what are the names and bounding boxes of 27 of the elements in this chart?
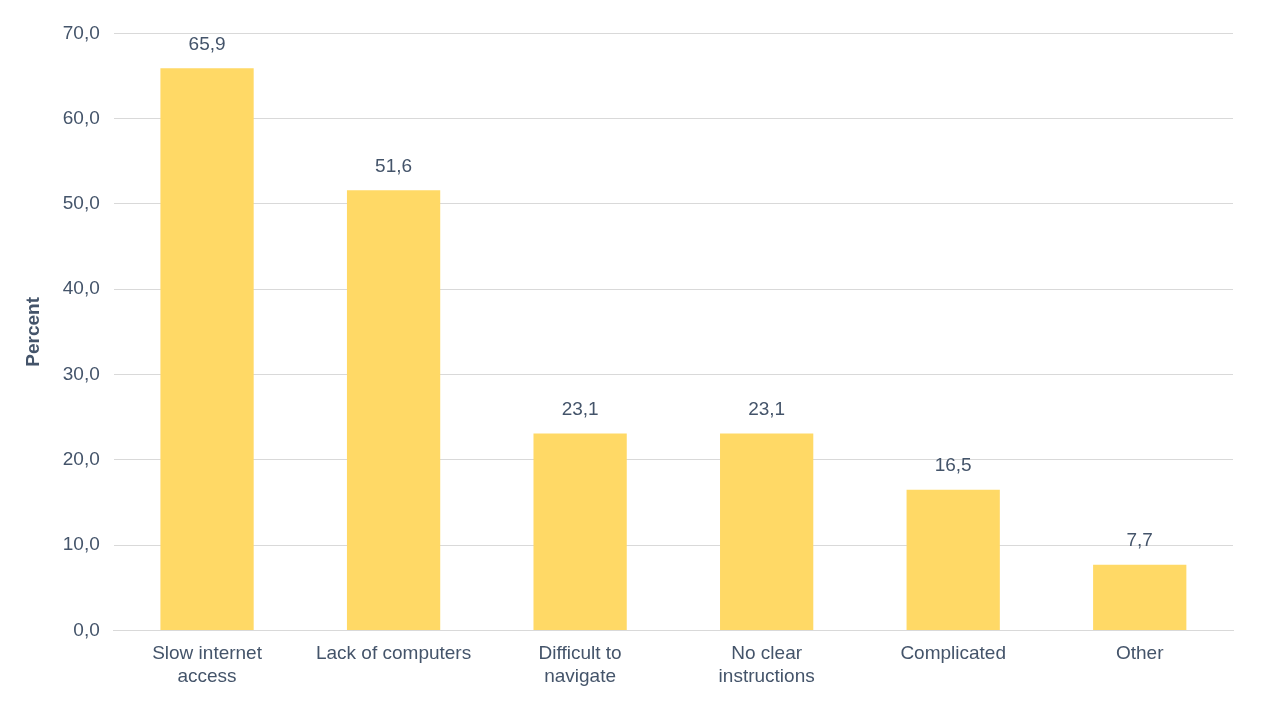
- bar: [533, 433, 627, 630]
- y-tick-label: 60,0: [62, 106, 100, 128]
- data-label: 51,6: [375, 155, 413, 177]
- y-axis-title: Percent: [21, 296, 43, 367]
- x-tick-label: Slow internet access: [152, 642, 263, 686]
- data-label: 23,1: [748, 398, 786, 420]
- data-label: 16,5: [934, 454, 972, 476]
- y-tick-label: 20,0: [62, 448, 100, 470]
- data-label: 7,7: [1126, 529, 1153, 551]
- x-tick-label: Other: [1115, 642, 1165, 664]
- y-tick-label: 70,0: [62, 21, 100, 43]
- y-tick-label: 50,0: [62, 192, 100, 214]
- x-tick-label: Difficult to navigate: [538, 642, 622, 686]
- y-tick-label: 10,0: [62, 533, 100, 555]
- bar: [720, 433, 814, 630]
- bar: [1093, 564, 1187, 630]
- x-tick-label: Complicated: [900, 642, 1006, 664]
- data-label: 65,9: [188, 33, 226, 55]
- bar: [160, 68, 254, 630]
- x-tick-label: No clear instructions: [718, 642, 815, 686]
- x-tick-label: Lack of computers: [315, 642, 472, 664]
- bar: [906, 489, 1000, 630]
- bar: [346, 190, 441, 630]
- y-tick-label: 30,0: [62, 362, 100, 384]
- data-label: 23,1: [561, 398, 599, 420]
- y-tick-label: 40,0: [62, 277, 100, 299]
- y-tick-label: 0,0: [73, 618, 100, 640]
